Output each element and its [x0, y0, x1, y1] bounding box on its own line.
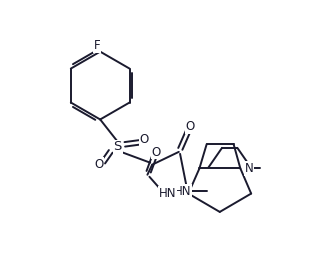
Text: N: N: [245, 162, 254, 175]
Text: O: O: [185, 120, 195, 134]
Text: S: S: [114, 140, 122, 153]
Text: HN: HN: [174, 185, 191, 198]
Text: F: F: [94, 39, 100, 52]
Text: O: O: [94, 158, 103, 171]
Text: HN: HN: [159, 187, 176, 200]
Text: O: O: [151, 146, 161, 158]
Text: O: O: [140, 133, 149, 146]
